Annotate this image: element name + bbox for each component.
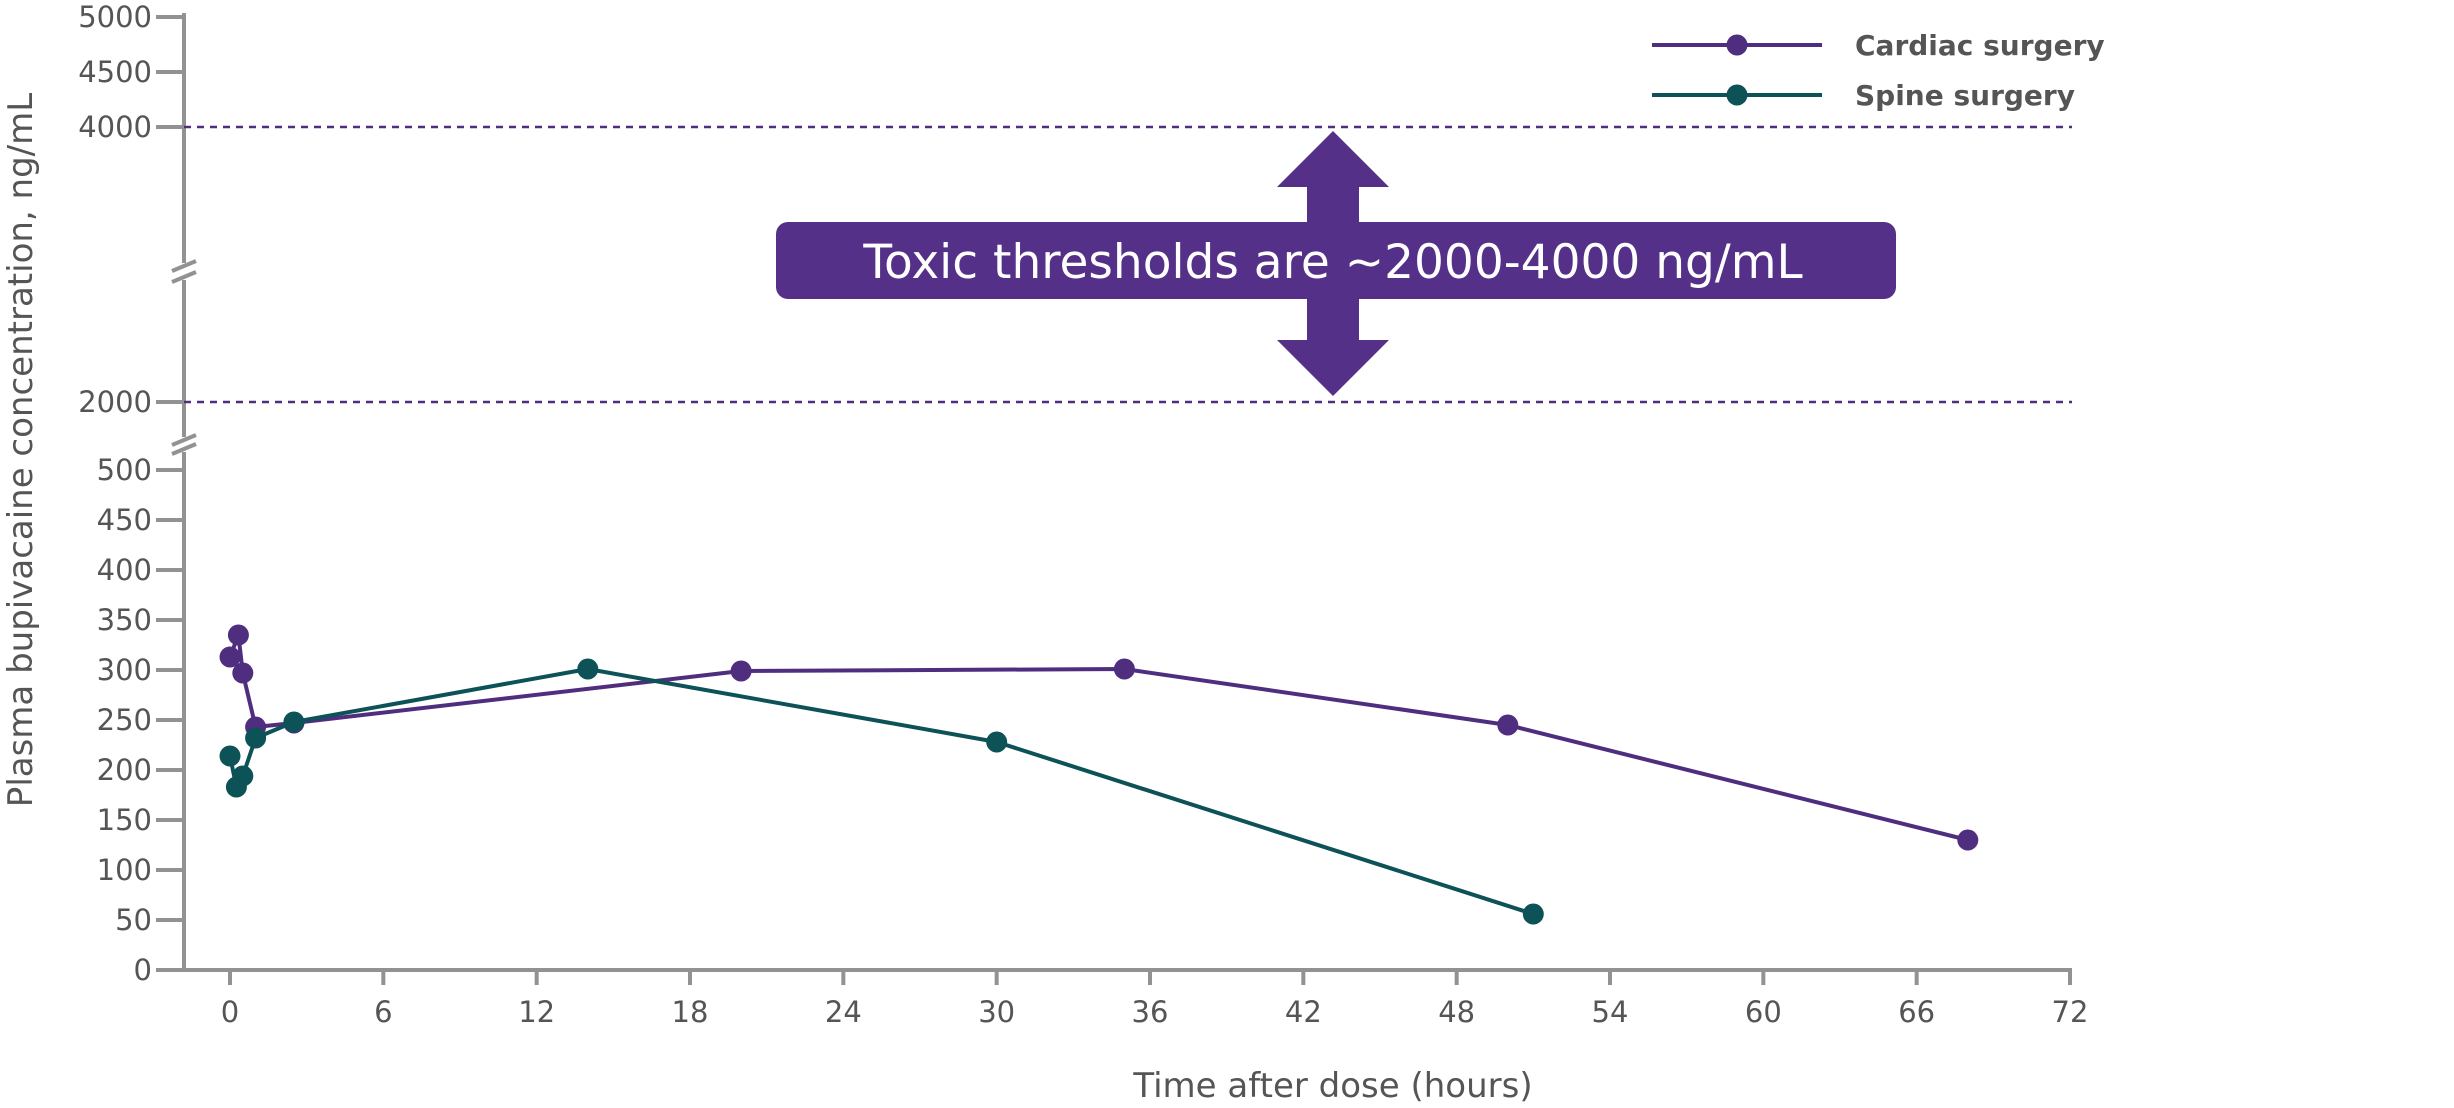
x-tick-label: 60 bbox=[1745, 995, 1782, 1029]
y-tick-label: 350 bbox=[97, 603, 152, 637]
x-tick-label: 42 bbox=[1285, 995, 1322, 1029]
x-tick-label: 30 bbox=[978, 995, 1015, 1029]
y-tick-label: 500 bbox=[97, 453, 152, 487]
data-point bbox=[577, 658, 599, 680]
y-tick-label: 50 bbox=[115, 903, 152, 937]
legend-swatch-marker bbox=[1726, 34, 1748, 56]
y-tick-label: 150 bbox=[97, 803, 152, 837]
y-tick-label: 250 bbox=[97, 703, 152, 737]
x-tick-label: 48 bbox=[1438, 995, 1475, 1029]
threshold-lines bbox=[184, 125, 2072, 404]
data-point bbox=[986, 731, 1008, 753]
legend-label: Cardiac surgery bbox=[1855, 29, 2105, 62]
series-cardiac bbox=[219, 624, 1979, 851]
x-tick-label: 66 bbox=[1898, 995, 1935, 1029]
data-point bbox=[245, 727, 267, 749]
legend-swatch-marker bbox=[1726, 84, 1748, 106]
callout-box bbox=[776, 222, 1896, 299]
series-spine bbox=[219, 658, 1544, 925]
x-tick-label: 12 bbox=[518, 995, 555, 1029]
data-point bbox=[232, 662, 254, 684]
legend-label: Spine surgery bbox=[1855, 79, 2075, 112]
legend-item: Spine surgery bbox=[1652, 79, 2075, 112]
y-tick-label: 100 bbox=[97, 853, 152, 887]
y-tick-label: 4000 bbox=[78, 110, 152, 144]
y-axis-title: Plasma bupivacaine concentration, ng/mL bbox=[1, 93, 41, 807]
x-tick-label: 0 bbox=[221, 995, 239, 1029]
y-axis-break-mark bbox=[171, 442, 197, 456]
data-point bbox=[730, 660, 752, 682]
series-layer bbox=[219, 624, 1979, 925]
data-point bbox=[219, 646, 241, 668]
legend-item: Cardiac surgery bbox=[1652, 29, 2105, 62]
data-point bbox=[232, 765, 254, 787]
y-axis-break-mark bbox=[171, 270, 197, 284]
y-tick-label: 450 bbox=[97, 503, 152, 537]
data-point bbox=[1957, 829, 1979, 851]
y-tick-label: 400 bbox=[97, 553, 152, 587]
legend: Cardiac surgery Spine surgery bbox=[1652, 29, 2105, 112]
y-axis-break-mark bbox=[171, 259, 197, 273]
toxic-threshold-callout: Toxic thresholds are ~2000-4000 ng/mL bbox=[776, 131, 1896, 396]
series-line bbox=[228, 633, 1969, 842]
y-tick-label: 4500 bbox=[78, 55, 152, 89]
y-tick-label: 0 bbox=[134, 953, 152, 987]
y-tick-label: 5000 bbox=[78, 0, 152, 34]
data-point bbox=[1497, 714, 1519, 736]
data-point bbox=[1522, 903, 1544, 925]
x-tick-label: 72 bbox=[2052, 995, 2089, 1029]
x-axis-title: Time after dose (hours) bbox=[1132, 1066, 1532, 1106]
x-tick-label: 36 bbox=[1132, 995, 1169, 1029]
data-point bbox=[283, 711, 305, 733]
data-point bbox=[227, 624, 249, 646]
callout-text: Toxic thresholds are ~2000-4000 ng/mL bbox=[862, 235, 1802, 290]
y-axis-break-mark bbox=[171, 433, 197, 447]
y-tick-label: 300 bbox=[97, 653, 152, 687]
data-point bbox=[1113, 658, 1135, 680]
axes: 0501001502002503003504004505002000400045… bbox=[78, 0, 2088, 1029]
x-tick-label: 24 bbox=[825, 995, 862, 1029]
data-point bbox=[219, 745, 241, 767]
y-tick-label: 200 bbox=[97, 753, 152, 787]
x-tick-label: 18 bbox=[672, 995, 709, 1029]
x-tick-label: 6 bbox=[374, 995, 392, 1029]
x-tick-label: 54 bbox=[1592, 995, 1629, 1029]
y-tick-label: 2000 bbox=[78, 385, 152, 419]
